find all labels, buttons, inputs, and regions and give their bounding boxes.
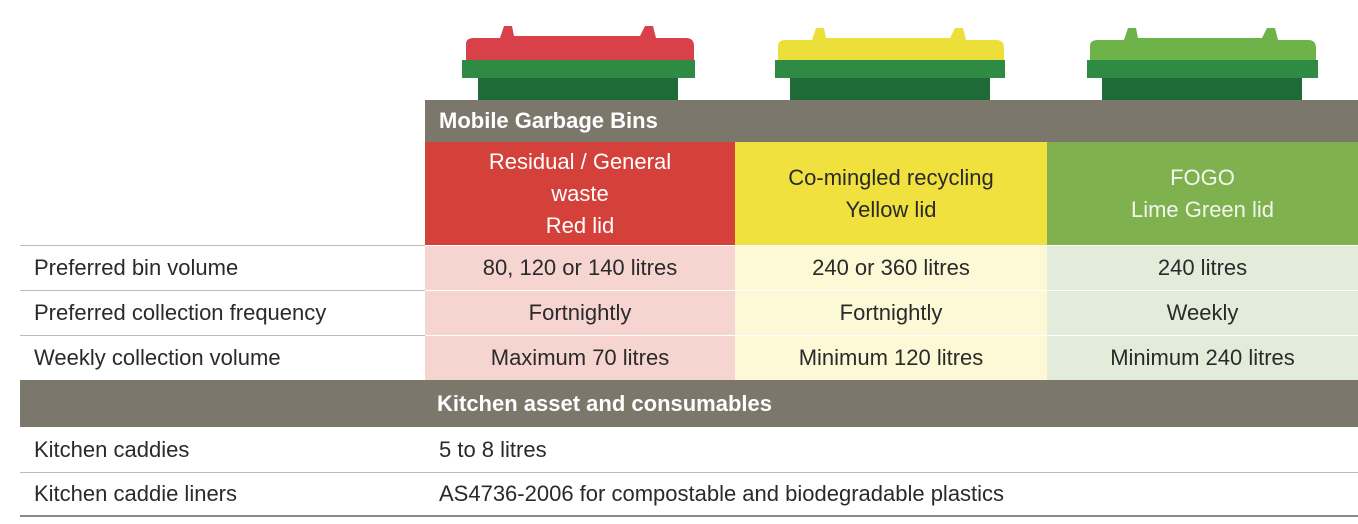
row-value-text: AS4736-2006 for compostable and biodegra… xyxy=(439,481,1358,507)
bin-header-line: Red lid xyxy=(546,210,614,242)
bin-header-line: Lime Green lid xyxy=(1131,194,1274,226)
row-value-text: Minimum 120 litres xyxy=(799,345,984,371)
row-value-text: Fortnightly xyxy=(840,300,943,326)
row-value-text: Minimum 240 litres xyxy=(1110,345,1295,371)
section-title: Kitchen asset and consumables xyxy=(437,391,1358,417)
row-value-text: Maximum 70 litres xyxy=(491,345,669,371)
section-header: Mobile Garbage Bins xyxy=(425,100,1358,142)
green-bin xyxy=(1087,28,1318,100)
row-label: Kitchen caddies xyxy=(20,427,425,472)
section-header: Kitchen asset and consumables xyxy=(20,380,1358,427)
row-label: Preferred bin volume xyxy=(20,245,425,290)
row-value: AS4736-2006 for compostable and biodegra… xyxy=(425,472,1358,517)
row-label: Preferred collection frequency xyxy=(20,290,425,335)
row-value: 5 to 8 litres xyxy=(425,427,1358,472)
bin-header-line: FOGO xyxy=(1170,162,1235,194)
row-value: Fortnightly xyxy=(425,290,735,335)
row-value: 80, 120 or 140 litres xyxy=(425,245,735,290)
row-value-text: 5 to 8 litres xyxy=(439,437,1358,463)
row-value: Minimum 240 litres xyxy=(1047,335,1358,380)
row-value: Fortnightly xyxy=(735,290,1047,335)
row-value: Weekly xyxy=(1047,290,1358,335)
row-label-text: Kitchen caddies xyxy=(34,437,425,463)
row-label-text: Kitchen caddie liners xyxy=(34,481,425,507)
row-value-text: 80, 120 or 140 litres xyxy=(483,255,677,281)
row-value: 240 or 360 litres xyxy=(735,245,1047,290)
row-value-text: Fortnightly xyxy=(529,300,632,326)
yellow-bin xyxy=(775,28,1005,100)
bin-header-line: Co-mingled recycling xyxy=(788,162,993,194)
row-label-text: Preferred collection frequency xyxy=(34,300,425,326)
bin-header-line: Residual / General xyxy=(489,146,671,178)
red-bin xyxy=(462,26,695,100)
row-value-text: 240 litres xyxy=(1158,255,1247,281)
row-value: Minimum 120 litres xyxy=(735,335,1047,380)
row-value-text: 240 or 360 litres xyxy=(812,255,970,281)
row-value-text: Weekly xyxy=(1167,300,1239,326)
row-label-text: Preferred bin volume xyxy=(34,255,425,281)
row-value: 240 litres xyxy=(1047,245,1358,290)
row-label: Kitchen caddie liners xyxy=(20,472,425,517)
row-label: Weekly collection volume xyxy=(20,335,425,380)
row-label-text: Weekly collection volume xyxy=(34,345,425,371)
bin-header-line: Yellow lid xyxy=(846,194,937,226)
bin-lids xyxy=(0,0,1358,100)
section-title: Mobile Garbage Bins xyxy=(439,108,1358,134)
page: Mobile Garbage Bins Residual / Generalwas… xyxy=(0,0,1358,524)
row-value: Maximum 70 litres xyxy=(425,335,735,380)
bin-header-line: waste xyxy=(551,178,608,210)
